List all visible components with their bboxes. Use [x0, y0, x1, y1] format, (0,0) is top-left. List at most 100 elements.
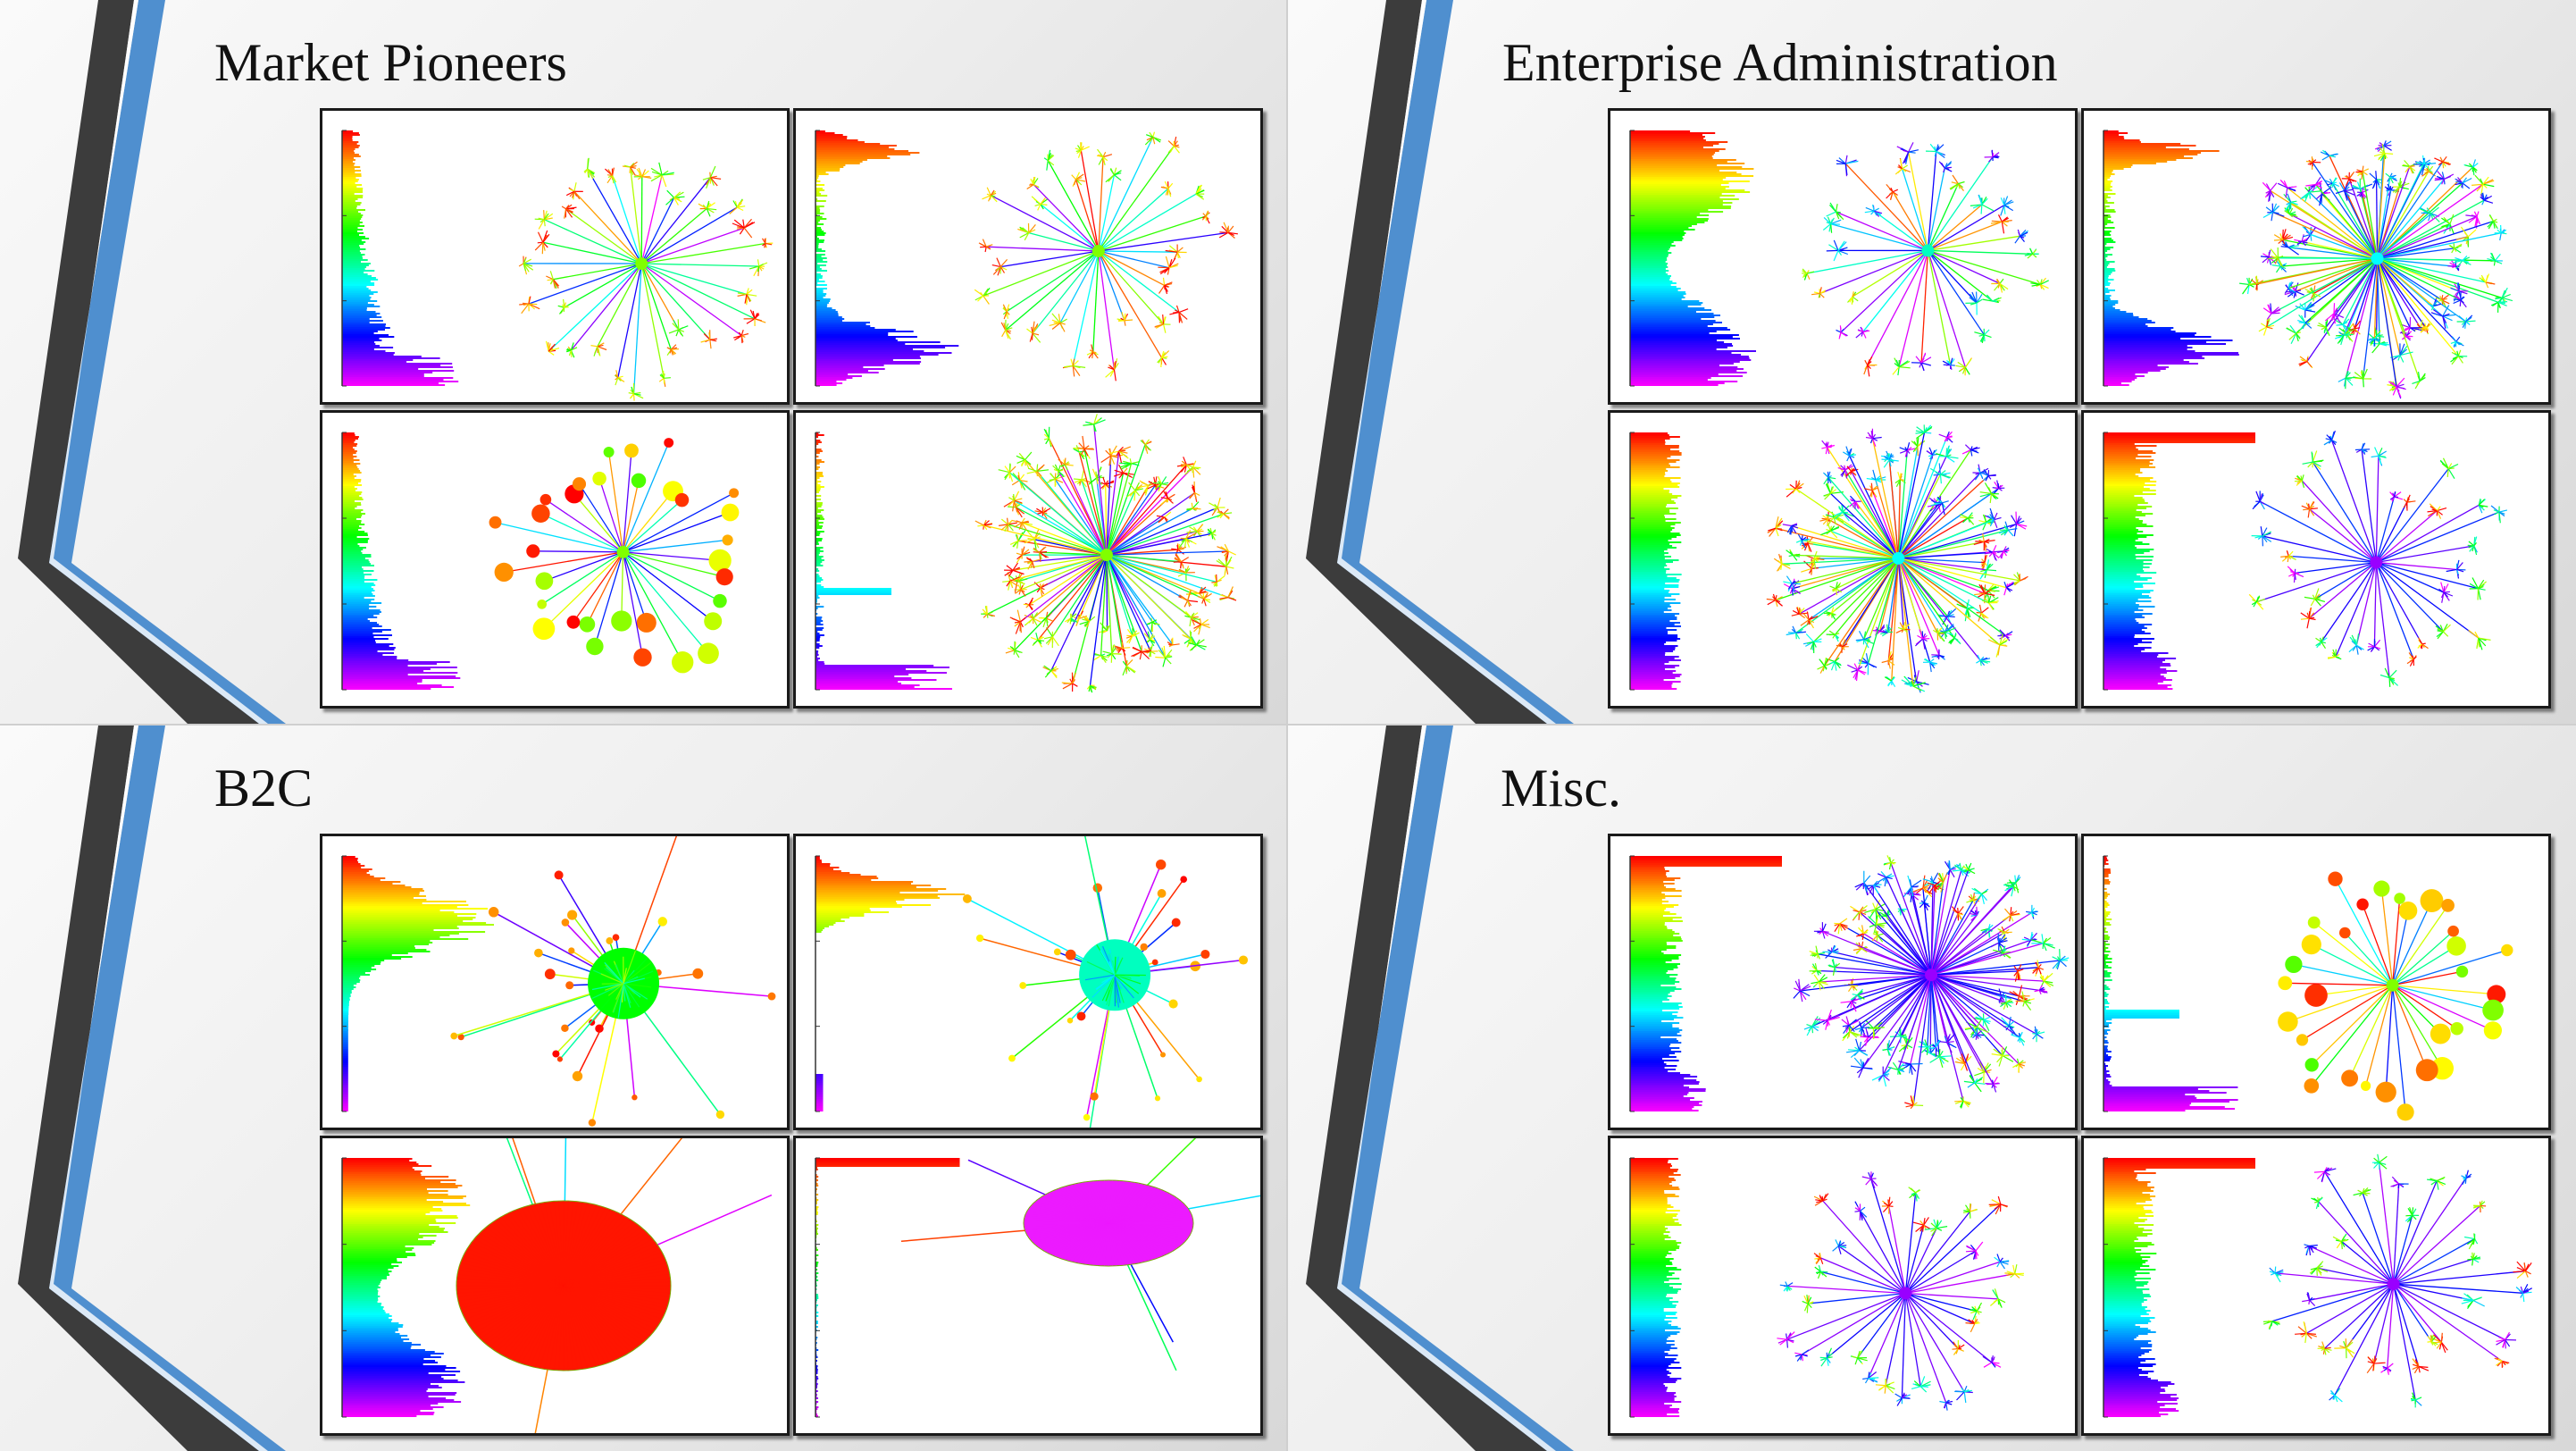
histogram-bar [815, 461, 824, 463]
graph-edge [573, 182, 577, 192]
histogram-bar [342, 239, 362, 241]
histogram-bar [815, 166, 844, 168]
hub-node [616, 545, 630, 558]
histogram-bar [815, 477, 820, 479]
histogram-bar [342, 289, 372, 291]
histogram [1629, 432, 1682, 691]
histogram-bar [815, 588, 891, 590]
graph-edge [1186, 531, 1198, 533]
graph-edge [2338, 377, 2346, 382]
graph-edge [1928, 249, 2001, 284]
graph-edge [544, 219, 642, 264]
histogram-bar [342, 273, 368, 275]
graph-edge [1788, 554, 1794, 558]
graph-edge [753, 265, 760, 277]
graph-edge [1827, 519, 1829, 526]
histogram-bar [342, 354, 394, 356]
histogram-bar [815, 515, 823, 516]
graph-edge [1098, 231, 1229, 252]
histogram-bar [815, 466, 820, 468]
graph-edge [1775, 527, 1779, 537]
graph-edge [2333, 313, 2341, 323]
histogram-bar [815, 559, 824, 561]
histogram-bar [342, 538, 370, 540]
graph-edge [1066, 617, 1072, 624]
graph-edge [1014, 581, 1018, 593]
graph-edge [1075, 179, 1086, 182]
graph-edge [1891, 558, 1900, 682]
graph-edge [1793, 554, 1899, 559]
network-graph [489, 438, 740, 674]
graph-edge [2487, 298, 2499, 303]
graph-edge [1083, 424, 1094, 426]
graph-edge [2457, 356, 2463, 364]
graph-edge [2439, 156, 2444, 163]
graph-edge [1887, 650, 1892, 661]
graph-edge [1036, 470, 1042, 477]
graph-edge [1058, 465, 1061, 472]
graph-edge [2332, 183, 2337, 191]
graph-edge [1118, 446, 1132, 452]
graph-edge [2348, 178, 2353, 184]
histogram-bar [1630, 599, 1676, 600]
graph-edge [666, 347, 672, 350]
graph-edge [523, 263, 527, 272]
graph-edge [1949, 365, 1953, 370]
graph-edge [670, 348, 673, 356]
graph-edge [743, 227, 753, 239]
histogram-bar [1630, 157, 1713, 159]
graph-edge [2465, 214, 2478, 218]
histogram-bar [1630, 231, 1685, 232]
graph-edge [740, 330, 744, 336]
graph-edge [1929, 143, 1937, 152]
graph-edge [1903, 628, 1909, 633]
graph-edge [1092, 250, 1100, 352]
graph-edge [673, 197, 679, 205]
graph-edge [2289, 324, 2297, 334]
graph-edge [1178, 538, 1187, 549]
histogram-bar [2103, 259, 2107, 261]
graph-edge [1898, 558, 1986, 594]
histogram-bar [1630, 325, 1708, 327]
graph-edge [1072, 365, 1075, 377]
histogram-bar [2103, 222, 2114, 223]
graph-edge [1950, 364, 1955, 366]
graph-edge [2343, 329, 2347, 336]
graph-edge [1050, 670, 1058, 677]
histogram-bar [1630, 493, 1673, 495]
histogram-bar [2103, 327, 2174, 329]
graph-edge [710, 177, 722, 180]
graph-edge [1009, 554, 1108, 582]
graph-edge [986, 246, 1099, 252]
graph-edge [761, 238, 766, 244]
graph-edge [1857, 558, 1899, 671]
graph-edge [1073, 365, 1086, 368]
graph-edge [1868, 663, 1878, 668]
graph-edge [545, 499, 623, 553]
graph-edge [1808, 619, 1811, 625]
graph-node [489, 516, 502, 529]
histogram-bar [342, 447, 354, 449]
histogram-bar [342, 679, 422, 681]
graph-edge [2453, 299, 2462, 305]
graph-edge [570, 342, 574, 351]
graph-edge [1178, 308, 1189, 314]
graph-edge [1033, 551, 1040, 553]
histogram-bar [342, 291, 378, 293]
graph-edge [1106, 456, 1112, 556]
graph-edge [2266, 313, 2272, 320]
graph-edge [1914, 446, 1919, 450]
histogram-bar [1630, 579, 1680, 581]
graph-edge [1050, 473, 1056, 480]
graph-edge [2302, 323, 2306, 330]
graph-edge [1191, 636, 1197, 646]
graph-edge [2039, 279, 2043, 285]
graph-edge [1147, 484, 1156, 490]
graph-edge [1122, 660, 1127, 667]
graph-edge [1920, 352, 1927, 364]
graph-edge [1006, 311, 1010, 315]
histogram-bar [815, 179, 818, 180]
graph-edge [641, 169, 647, 177]
histogram-bar [815, 677, 912, 679]
graph-edge [1028, 467, 1038, 472]
